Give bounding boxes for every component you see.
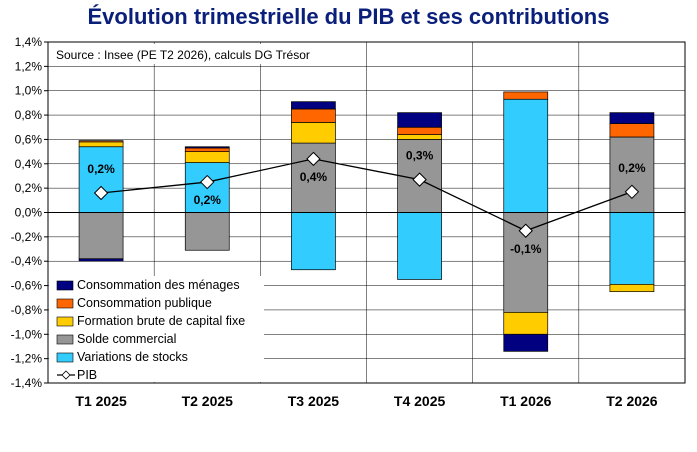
bar-formation-brute-de-capital-fixe — [397, 134, 442, 140]
bar-solde-commercial — [78, 212, 124, 260]
bar-solde-commercial — [184, 212, 230, 251]
pib-data-label: 0,3% — [406, 149, 434, 163]
legend-swatch — [56, 298, 74, 309]
pib-line — [101, 158, 633, 232]
pib-point-marker — [412, 172, 427, 187]
bar-variations-de-stocks — [609, 212, 655, 285]
y-tick-label: -0,6% — [11, 279, 43, 293]
bar-solde-commercial — [609, 136, 655, 213]
bar-consommation-des-m-nages — [397, 112, 442, 128]
bar-consommation-des-m-nages — [184, 146, 230, 149]
pib-data-label: 0,4% — [300, 170, 328, 184]
y-tick-label: 1,4% — [15, 35, 43, 49]
legend-label: Consommation des ménages — [77, 278, 240, 292]
bar-consommation-publique — [78, 140, 124, 143]
pib-point-marker — [306, 151, 321, 167]
pib-data-label: -0,1% — [510, 242, 542, 256]
pib-point-marker — [518, 223, 533, 238]
legend-label: Solde commercial — [77, 332, 176, 346]
bars — [78, 91, 655, 352]
y-tick-label: -1,2% — [11, 352, 43, 366]
legend-swatch — [56, 334, 74, 345]
bar-formation-brute-de-capital-fixe — [78, 141, 124, 148]
y-tick-label: 0,4% — [15, 157, 43, 171]
bar-consommation-publique — [397, 126, 442, 135]
bar-consommation-des-m-nages — [291, 101, 336, 110]
bar-consommation-publique — [291, 108, 336, 123]
bar-consommation-publique — [503, 91, 549, 100]
bar-consommation-publique — [184, 147, 230, 152]
legend: Consommation des ménages Consommation pub… — [49, 276, 264, 382]
legend-label: Formation brute de capital fixe — [77, 314, 245, 328]
pib-point-marker — [624, 184, 640, 200]
bar-variations-de-stocks — [78, 146, 124, 213]
y-tick-label: 0,2% — [15, 181, 43, 195]
y-tick-label: 0,8% — [15, 108, 43, 122]
legend-label: PIB — [77, 368, 97, 382]
pib-data-label: 0,2% — [87, 162, 115, 176]
y-tick-label: -0,2% — [11, 230, 43, 244]
y-axis-ticks: 1,4% 1,2% 1,0% 0,8% 0,6% 0,4% 0,2% 0,0% -0,2% -0,… — [11, 35, 48, 390]
x-category-label: T1 2025 — [75, 393, 127, 409]
x-category-label: T2 2026 — [606, 393, 658, 409]
bar-consommation-publique — [609, 123, 655, 138]
pib-point-marker — [93, 185, 109, 201]
legend-swatch — [56, 280, 74, 291]
chart-title: Évolution trimestrielle du PIB et ses co… — [87, 4, 610, 29]
legend-label: Variations de stocks — [77, 350, 188, 364]
y-tick-label: -1,0% — [11, 327, 43, 341]
pib-data-label: 0,2% — [618, 161, 646, 175]
pib-point-marker — [200, 174, 215, 190]
y-tick-label: -0,8% — [11, 303, 43, 317]
x-category-label: T3 2025 — [288, 393, 340, 409]
y-tick-label: -1,4% — [11, 376, 43, 390]
pib-data-label: 0,2% — [194, 193, 222, 207]
bar-formation-brute-de-capital-fixe — [503, 312, 549, 335]
bar-consommation-des-m-nages — [503, 333, 549, 352]
legend-swatch — [56, 316, 74, 327]
x-category-label: T4 2025 — [394, 393, 446, 409]
bar-formation-brute-de-capital-fixe — [291, 122, 336, 144]
y-tick-label: 0,6% — [15, 132, 43, 146]
legend-marker — [61, 370, 71, 380]
y-tick-label: 1,0% — [15, 84, 43, 98]
bar-consommation-des-m-nages — [78, 258, 124, 262]
x-category-label: T2 2025 — [182, 393, 234, 409]
y-tick-label: -0,4% — [11, 254, 43, 268]
bar-formation-brute-de-capital-fixe — [609, 284, 655, 293]
x-category-label: T1 2026 — [500, 393, 552, 409]
legend-swatch — [56, 352, 74, 363]
source-text: Source : Insee (PE T2 2026), calculs DG … — [56, 48, 310, 62]
bar-consommation-des-m-nages — [609, 112, 655, 124]
legend-label: Consommation publique — [77, 296, 212, 310]
bar-variations-de-stocks — [503, 98, 549, 213]
bar-variations-de-stocks — [291, 212, 336, 271]
x-axis-categories: T1 2025 T2 2025 T3 2025 T4 2025 T1 2026 T2 20… — [75, 393, 657, 409]
y-tick-label: 0,0% — [15, 206, 43, 220]
pib-line-series — [93, 151, 640, 238]
data-labels: 0,2% 0,2% 0,4% 0,3% -0,1% 0,2% — [87, 149, 646, 256]
bar-formation-brute-de-capital-fixe — [184, 151, 230, 163]
source-box: Source : Insee (PE T2 2026), calculs DG … — [50, 44, 348, 64]
bar-variations-de-stocks — [397, 212, 442, 280]
y-tick-label: 1,2% — [15, 59, 43, 73]
